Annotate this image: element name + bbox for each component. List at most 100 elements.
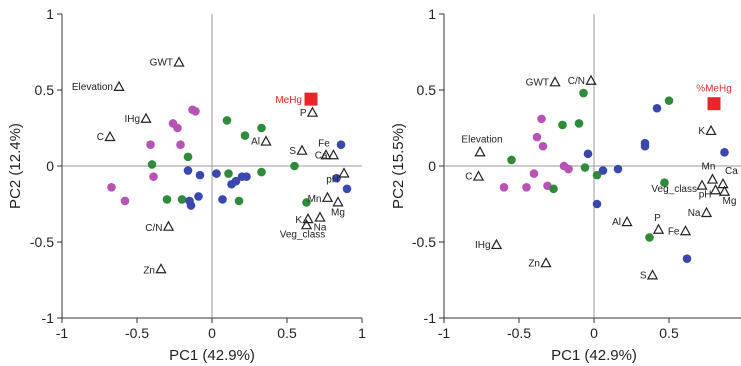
variable-label: Zn — [528, 258, 540, 269]
variable-marker — [314, 211, 326, 222]
sample-point-magenta — [499, 182, 509, 192]
sample-point-green — [183, 152, 193, 162]
variable-label: Fe — [318, 138, 330, 149]
variable-label: S — [289, 146, 296, 157]
variable-marker — [320, 149, 332, 160]
sample-point-green — [177, 195, 187, 204]
sample-point-green — [257, 167, 266, 177]
variable-marker — [296, 144, 308, 155]
x-tick-label: 0.5 — [277, 325, 297, 341]
sample-point-magenta — [564, 164, 573, 174]
highlight-marker — [304, 92, 318, 106]
variable-marker — [140, 112, 152, 123]
variable-marker — [717, 177, 729, 189]
sample-point-blue — [652, 103, 662, 113]
sample-point-green — [222, 116, 232, 125]
variable-label: GWT — [150, 58, 173, 69]
variable-marker — [652, 223, 665, 234]
variable-label: Zn — [143, 265, 155, 276]
variable-label: S — [640, 270, 647, 281]
sample-point-magenta — [522, 182, 531, 192]
x-tick-label: -0.5 — [507, 325, 531, 341]
sample-point-blue — [194, 192, 203, 201]
variable-label: Mn — [308, 194, 322, 205]
sample-point-green — [574, 119, 584, 128]
sample-point-blue — [720, 148, 729, 157]
sample-point-green — [302, 198, 311, 207]
variable-marker — [173, 56, 185, 67]
variable-label: Fe — [668, 226, 680, 237]
variable-marker — [474, 146, 486, 157]
y-tick-label: -0.5 — [412, 234, 436, 250]
sample-point-blue — [583, 149, 593, 159]
variable-marker — [104, 130, 116, 142]
y-tick-label: 1 — [428, 6, 436, 22]
y-tick-label: -1 — [42, 310, 55, 326]
sample-point-magenta — [191, 106, 200, 116]
sample-point-green — [290, 161, 299, 171]
sample-point-green — [234, 196, 244, 206]
sample-point-green — [592, 170, 602, 180]
variable-marker — [472, 170, 485, 181]
variable-marker — [705, 124, 717, 136]
sample-point-green — [549, 184, 558, 194]
x-axis-title: PC1 (42.9%) — [169, 347, 255, 364]
variable-label: IHg — [124, 114, 140, 125]
variable-label: C — [465, 172, 472, 183]
highlight-marker — [707, 97, 721, 111]
sample-point-blue — [231, 176, 241, 186]
sample-point-green — [558, 120, 567, 130]
sample-point-blue — [640, 141, 650, 151]
x-tick-label: -0.5 — [125, 325, 149, 341]
variable-label: K — [295, 215, 302, 226]
variable-marker — [260, 135, 272, 146]
variable-marker — [706, 173, 719, 184]
y-tick-label: -1 — [424, 310, 437, 326]
variable-marker — [490, 238, 503, 250]
sample-point-blue — [613, 164, 623, 174]
sample-point-magenta — [149, 172, 158, 181]
sample-point-blue — [218, 195, 227, 204]
variable-label: Elevation — [72, 82, 113, 93]
variable-marker — [321, 191, 334, 202]
sample-point-blue — [336, 140, 346, 150]
variable-marker — [585, 74, 597, 85]
sample-point-green — [664, 96, 674, 105]
sample-point-blue — [682, 254, 692, 264]
variable-label: Al — [612, 217, 621, 228]
variable-marker — [646, 269, 659, 280]
variable-label: K — [698, 126, 705, 137]
sample-point-green — [224, 169, 233, 178]
x-tick-label: -1 — [56, 325, 69, 341]
y-tick-label: 1 — [46, 6, 54, 22]
sample-point-green — [162, 195, 172, 204]
variable-label: Al — [251, 137, 260, 148]
sample-point-magenta — [176, 140, 185, 150]
variable-marker — [338, 167, 350, 178]
variable-label: Mg — [723, 196, 737, 207]
variable-marker — [549, 76, 561, 87]
sample-point-blue — [242, 172, 251, 181]
variable-label: C — [97, 132, 104, 143]
variable-label: GWT — [526, 77, 549, 88]
variable-label: C/N — [568, 76, 585, 87]
variable-label: Na — [688, 208, 701, 219]
variable-marker — [709, 184, 722, 195]
variable-label: Na — [314, 223, 327, 234]
highlight-label: %MeHg — [696, 84, 732, 95]
y-axis-title: PC2 (12.4%) — [7, 123, 24, 209]
variable-label: C/N — [145, 223, 162, 234]
sample-point-magenta — [146, 140, 155, 150]
variable-marker — [718, 185, 731, 196]
variable-marker — [113, 80, 125, 91]
variable-label: pH — [326, 175, 339, 186]
x-tick-label: 0.5 — [659, 325, 679, 341]
sample-point-blue — [342, 184, 352, 194]
variable-marker — [332, 196, 344, 207]
sample-point-green — [507, 155, 516, 165]
variable-label: Ca — [315, 150, 328, 161]
variable-marker — [540, 257, 552, 268]
y-tick-label: 0 — [428, 158, 436, 174]
